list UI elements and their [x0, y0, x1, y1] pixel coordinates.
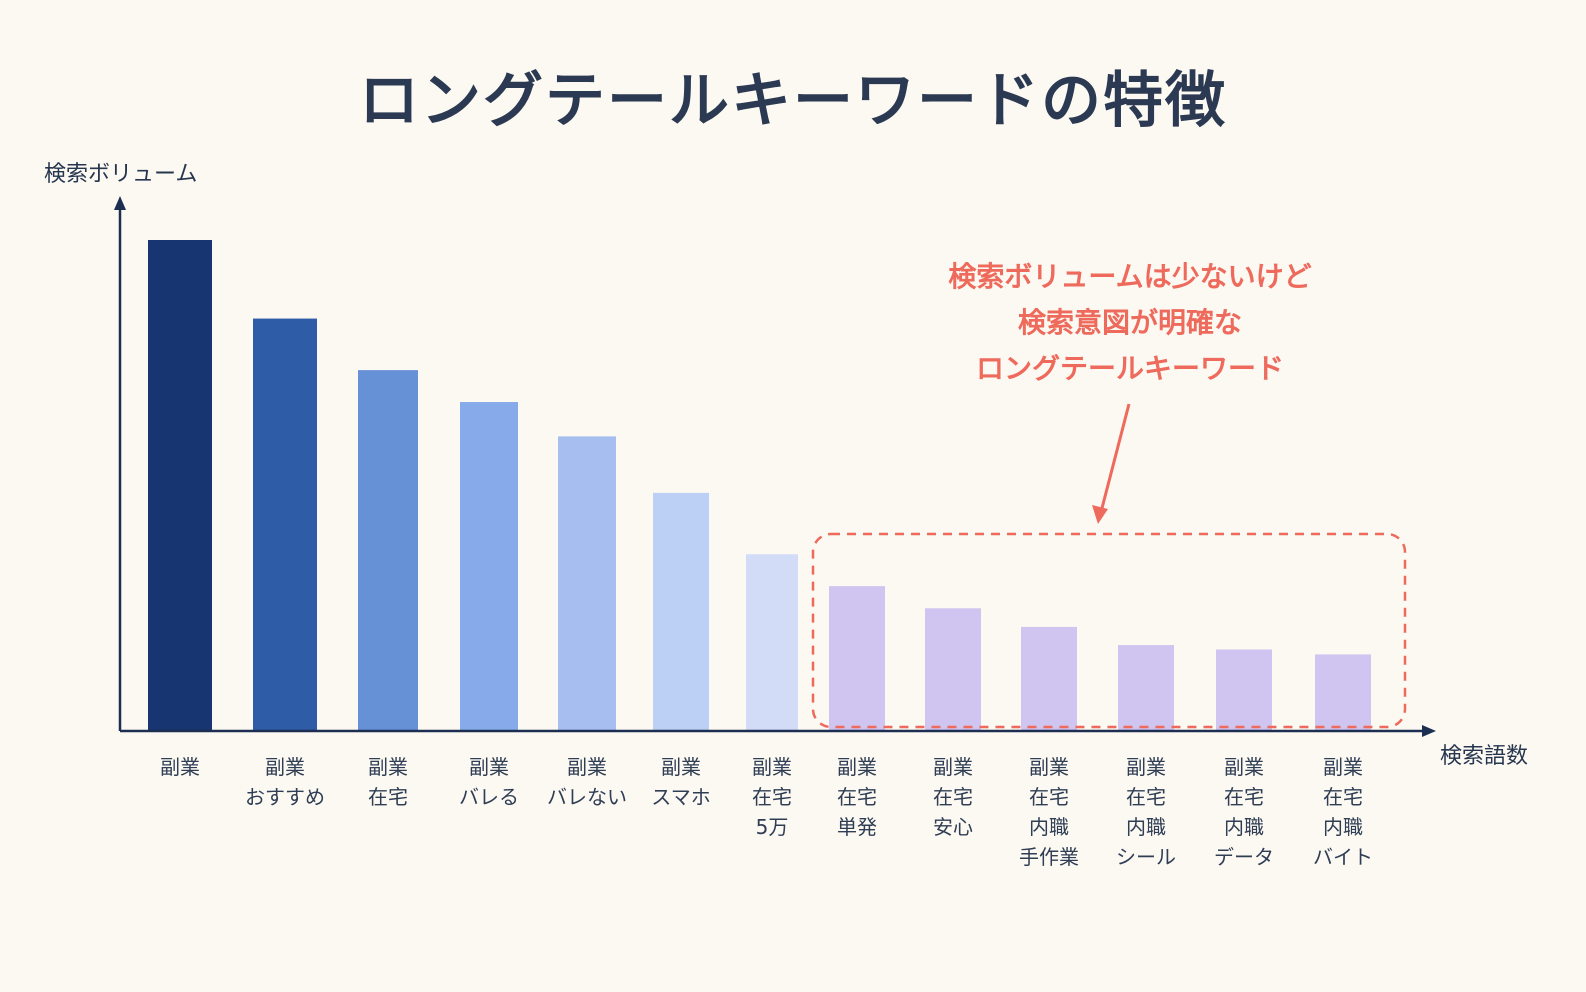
bar [358, 370, 418, 731]
bar [148, 240, 212, 731]
y-axis-label: 検索ボリューム [44, 162, 198, 187]
bar [1315, 654, 1371, 731]
x-tick-label: 副業 在宅 内職 バイト [1288, 752, 1398, 872]
x-tick-label-line: 内職 [1126, 815, 1166, 839]
x-axis-label: 検索語数 [1440, 744, 1529, 769]
x-tick-label-line: 5万 [755, 815, 789, 839]
bar [829, 586, 885, 731]
x-tick-label-line: シール [1116, 845, 1176, 869]
callout-line: 検索意図が明確な [1017, 306, 1242, 339]
x-axis-arrow [1422, 725, 1436, 737]
x-tick-label-line: 内職 [1029, 815, 1069, 839]
x-tick-label-line: バレる [459, 785, 519, 809]
x-tick-label: 副業 バレる [434, 752, 544, 812]
x-tick-label-line: 在宅 [1126, 785, 1166, 809]
x-tick-label-line: スマホ [651, 785, 711, 809]
callout-line: ロングテールキーワード [975, 352, 1284, 385]
callout-arrowhead [1092, 505, 1108, 524]
x-tick-label-line: 内職 [1224, 815, 1264, 839]
callout-line: 検索ボリュームは少ないけど [948, 260, 1312, 293]
x-tick-label: 副業 [125, 752, 235, 782]
x-tick-label: 副業 在宅 内職 データ [1189, 752, 1299, 872]
x-tick-label: 副業在宅 5万 [717, 752, 827, 842]
callout-arrow [1099, 403, 1131, 513]
x-tick-label-line: 副業 [160, 755, 200, 779]
x-tick-label-line: バレない [547, 785, 627, 809]
bar [253, 318, 317, 731]
x-tick-label-line: 安心 [933, 815, 973, 839]
x-tick-label: 副業 在宅 内職 シール [1091, 752, 1201, 872]
x-tick-label-line: 副業 [368, 755, 408, 779]
x-tick-label-line: 在宅 [837, 785, 877, 809]
x-tick-label-line: 副業 [661, 755, 701, 779]
bar [1216, 649, 1272, 731]
highlight-box [811, 532, 1407, 729]
x-tick-label: 副業 スマホ [626, 752, 736, 812]
x-tick-label-line: 手作業 [1019, 845, 1079, 869]
x-tick-label-line: 在宅 [1224, 785, 1264, 809]
x-tick-label-line: 在宅 [933, 785, 973, 809]
y-axis-arrow [114, 196, 126, 210]
x-tick-label-line: 副業 [1323, 755, 1363, 779]
x-tick-label-line: バイト [1313, 845, 1373, 869]
bar [653, 492, 709, 731]
bar [746, 554, 798, 731]
x-tick-label: 副業 バレない [532, 752, 642, 812]
x-tick-label-line: 在宅 [368, 785, 408, 809]
bar [1118, 645, 1174, 731]
x-tick-label: 副業 在宅 安心 [898, 752, 1008, 842]
x-tick-label-line: 副業 [933, 755, 973, 779]
bar [460, 402, 518, 731]
x-tick-label-line: 内職 [1323, 815, 1363, 839]
x-tick-label: 副業 おすすめ [230, 752, 340, 812]
x-tick-label-line: データ [1214, 845, 1274, 869]
bar [558, 436, 616, 731]
x-tick-label-line: 副業 [469, 755, 509, 779]
x-tick-label-line: 副業 [1126, 755, 1166, 779]
x-tick-label-line: 在宅 [752, 785, 792, 809]
bar [1021, 626, 1077, 731]
x-tick-label-line: 副業 [1224, 755, 1264, 779]
x-tick-label-line: 在宅 [1323, 785, 1363, 809]
x-tick-label-line: 単発 [837, 815, 877, 839]
x-tick-label-line: 在宅 [1029, 785, 1069, 809]
x-tick-label-line: 副業 [752, 755, 792, 779]
x-tick-label-line: 副業 [265, 755, 305, 779]
x-tick-label: 副業 在宅 [333, 752, 443, 812]
x-tick-label-line: おすすめ [245, 785, 325, 809]
x-tick-label-line: 副業 [837, 755, 877, 779]
x-tick-label-line: 副業 [1029, 755, 1069, 779]
callout-text: 検索ボリュームは少ないけど 検索意図が明確な ロングテールキーワード [900, 254, 1360, 392]
chart-title: ロングテールキーワードの特徴 [359, 66, 1227, 136]
x-tick-label-line: 副業 [567, 755, 607, 779]
x-tick-label: 副業 在宅 単発 [802, 752, 912, 842]
bar [925, 608, 981, 731]
x-tick-label: 副業 在宅 内職 手作業 [994, 752, 1104, 872]
